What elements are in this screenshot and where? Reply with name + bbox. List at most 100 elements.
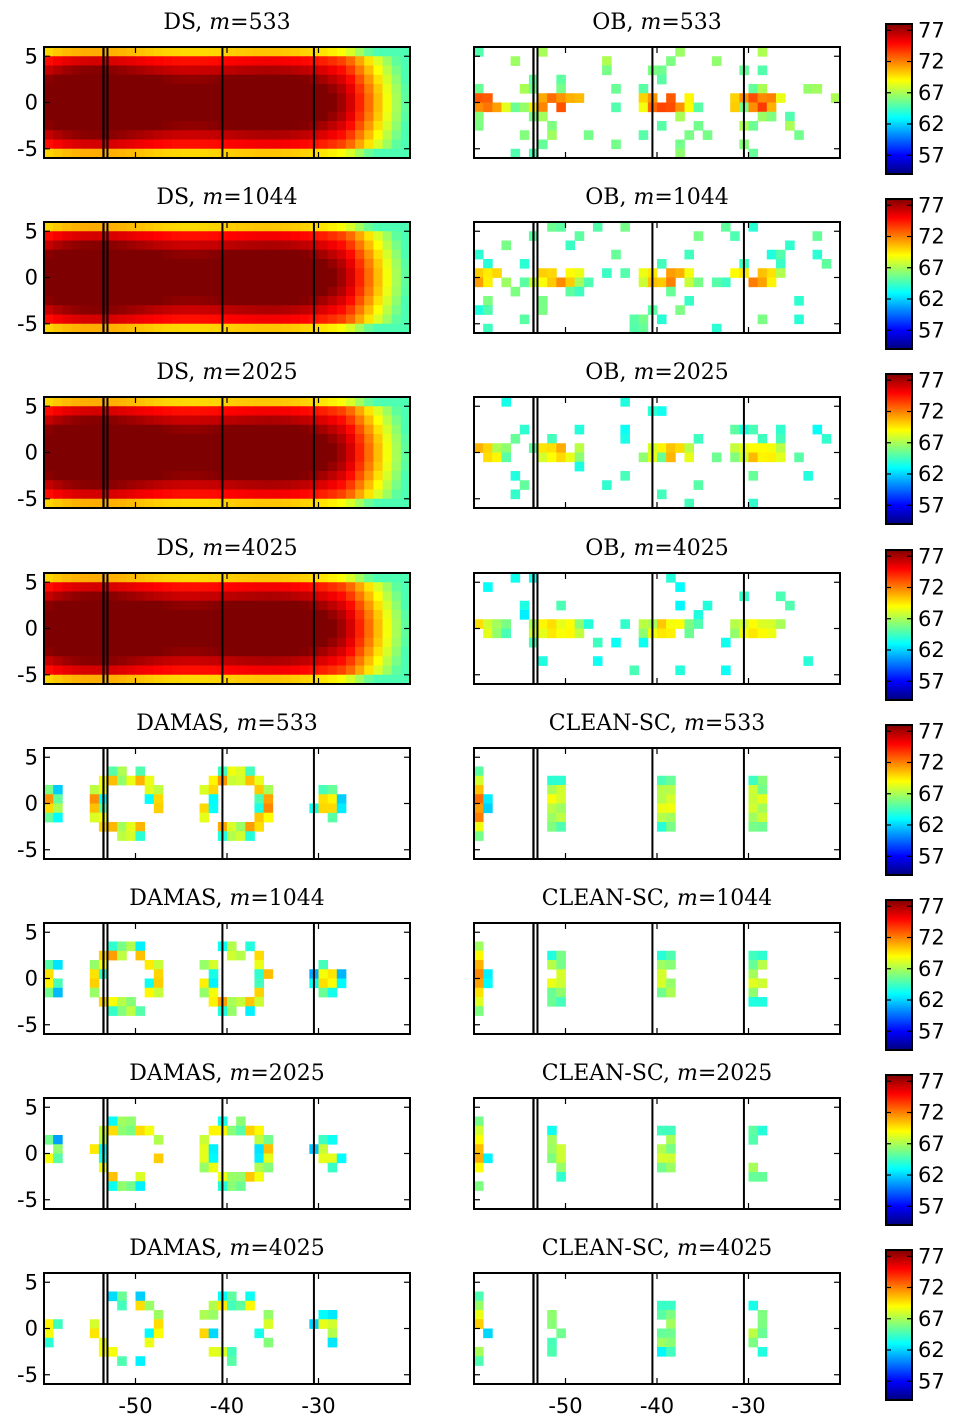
heatmap-cell <box>108 56 118 66</box>
heatmap-cell <box>144 424 155 435</box>
heatmap-cell <box>199 600 210 611</box>
heatmap-cell <box>391 443 402 453</box>
heatmap-cell <box>208 489 219 500</box>
heatmap-cell <box>227 323 237 334</box>
heatmap-cell <box>172 443 182 453</box>
heatmap-cell <box>272 121 283 131</box>
heatmap-cell <box>757 47 768 57</box>
heatmap-cell <box>227 1300 237 1311</box>
heatmap-cell <box>153 148 164 159</box>
heatmap-cell <box>748 969 759 979</box>
heatmap-cell <box>336 637 347 648</box>
heatmap-cell <box>382 240 393 251</box>
title-method: OB, <box>585 360 633 385</box>
heatmap-cell <box>227 286 237 297</box>
heatmap-cell <box>53 480 63 490</box>
heatmap-cell <box>126 600 136 611</box>
heatmap-cell <box>153 314 164 325</box>
heatmap-cell <box>144 1337 155 1348</box>
heatmap-cell <box>483 452 493 463</box>
heatmap-cell <box>400 130 411 140</box>
heatmap-cell <box>336 452 347 463</box>
heatmap-cell <box>748 1125 759 1136</box>
heatmap-cell <box>208 1153 219 1164</box>
heatmap-cell <box>199 480 210 490</box>
heatmap-cell <box>355 665 365 676</box>
heatmap-cell <box>236 121 246 131</box>
heatmap-cell <box>144 314 155 325</box>
heatmap-cell <box>44 489 54 500</box>
heatmap-cell <box>345 296 356 306</box>
heatmap-cell <box>474 1356 484 1366</box>
colorbar-tick-label: 62 <box>918 1163 945 1187</box>
heatmap-cell <box>565 452 576 463</box>
panel-title: DS, m=1044 <box>156 185 297 210</box>
heatmap-cell <box>135 1125 146 1136</box>
heatmap-cell <box>748 619 759 629</box>
heatmap-cell <box>300 93 310 103</box>
heatmap-cell <box>675 305 685 315</box>
heatmap-cell <box>254 461 264 472</box>
heatmap-cell <box>53 1144 63 1154</box>
heatmap-cell <box>291 424 301 435</box>
heatmap-cell <box>263 591 274 602</box>
heatmap-cell <box>510 286 521 297</box>
heatmap-cell <box>364 489 374 500</box>
colorbar-tick-label: 72 <box>918 1276 945 1300</box>
heatmap-cell <box>281 573 292 583</box>
heatmap-cell <box>53 84 63 94</box>
heatmap-cell <box>281 471 292 481</box>
heatmap-cell <box>748 1162 759 1173</box>
heatmap-cell <box>208 268 219 278</box>
heatmap-cell <box>172 277 182 288</box>
heatmap-cell <box>318 628 329 639</box>
heatmap-cell <box>53 121 63 131</box>
heatmap-cell <box>748 803 759 814</box>
heatmap-cell <box>162 637 173 648</box>
heatmap-cell <box>373 148 383 159</box>
heatmap-cell <box>190 628 200 639</box>
heatmap-cell <box>108 766 118 777</box>
heatmap-cell <box>144 121 155 131</box>
heatmap-cell <box>300 665 310 676</box>
heatmap-cell <box>245 775 255 786</box>
heatmap-cell <box>53 591 63 602</box>
heatmap-cell <box>327 489 338 500</box>
heatmap-cell <box>291 573 301 583</box>
heatmap-cell <box>547 277 557 288</box>
heatmap-cell <box>281 489 292 500</box>
heatmap-cell <box>162 647 173 657</box>
heatmap-cell <box>227 775 237 786</box>
heatmap-cell <box>281 480 292 490</box>
heatmap-cell <box>272 130 283 140</box>
heatmap-cell <box>300 610 310 620</box>
heatmap-cell <box>227 452 237 463</box>
heatmap-cell <box>190 397 200 407</box>
y-tick-label: -5 <box>17 1188 38 1212</box>
heatmap-cell <box>126 314 136 325</box>
heatmap-cell <box>318 656 329 666</box>
heatmap-cell <box>227 424 237 435</box>
heatmap-cell <box>208 443 219 453</box>
heatmap-cell <box>391 656 402 666</box>
heatmap-cell <box>135 950 146 961</box>
heatmap-cell <box>71 471 81 481</box>
heatmap-cell <box>318 785 329 795</box>
heatmap-cell <box>153 582 164 592</box>
heatmap-cell <box>126 47 136 57</box>
heatmap-cell <box>108 665 118 676</box>
heatmap-cell <box>684 93 694 103</box>
heatmap-cell <box>208 84 219 94</box>
heatmap-cell <box>666 1310 676 1320</box>
heatmap-cells <box>44 766 347 841</box>
heatmap-cell <box>547 628 557 639</box>
heatmap-cell <box>336 102 347 113</box>
heatmap-cell <box>538 47 548 57</box>
heatmap-cell <box>245 471 255 481</box>
heatmap-cell <box>263 277 274 288</box>
heatmap-cell <box>373 240 383 251</box>
heatmap-cell <box>44 582 54 592</box>
heatmap-cell <box>153 600 164 611</box>
heatmap-cell <box>327 268 338 278</box>
heatmap-cell <box>62 139 72 150</box>
